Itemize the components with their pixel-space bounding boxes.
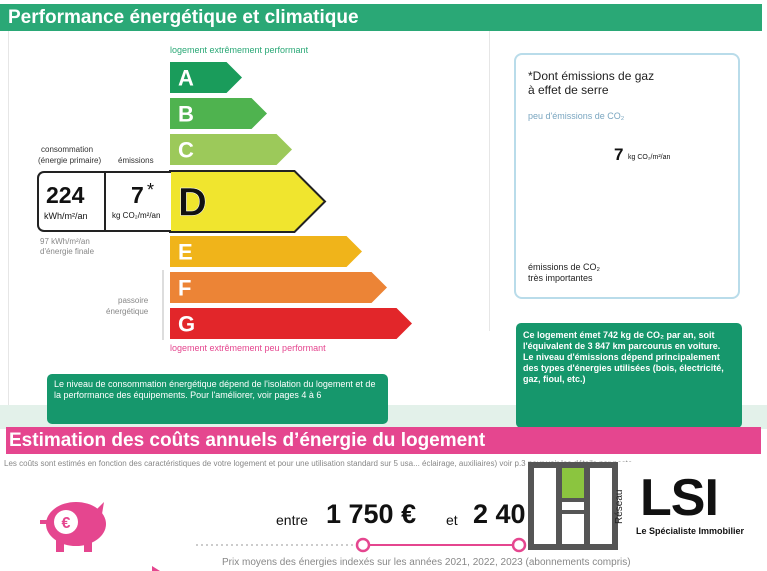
ges-title-line-1: *Dont émissions de gaz bbox=[528, 69, 655, 83]
energy-class-c-arrow bbox=[170, 134, 292, 165]
bottom-performance-label: logement extrêmement peu performant bbox=[170, 343, 326, 353]
costs-description: Les coûts sont estimés en fonction des c… bbox=[4, 459, 635, 468]
costs-section-title: Estimation des coûts annuels d’énergie d… bbox=[6, 427, 761, 454]
energy-class-g-letter: G bbox=[178, 312, 195, 337]
top-performance-label: logement extrêmement performant bbox=[170, 45, 309, 55]
energy-class-e-arrow bbox=[170, 236, 362, 267]
lsi-tagline: Le Spécialiste Immobilier bbox=[636, 526, 745, 536]
consumption-label: consommation bbox=[41, 145, 94, 154]
emission-unit: kg CO₂/m²/an bbox=[112, 211, 161, 220]
ges-unit: kg CO₂/m²/an bbox=[628, 154, 671, 161]
final-energy-value: 97 kWh/m²/an bbox=[40, 237, 90, 246]
ges-info-line-1: Ce logement émet 742 kg de CO₂ par an, s… bbox=[523, 330, 721, 351]
lsi-logo: Réseau LSI Le Spécialiste Immobilier bbox=[528, 462, 754, 550]
average-prices-note: Prix moyens des énergies indexés sur les… bbox=[222, 557, 631, 568]
ges-panel bbox=[514, 53, 740, 299]
energy-class-f-letter: F bbox=[178, 276, 191, 301]
energy-class-d-letter: D bbox=[178, 181, 207, 225]
lsi-reseau-label: Réseau bbox=[614, 489, 625, 524]
energy-class-a-letter: A bbox=[178, 66, 194, 91]
energy-info-bubble: Le niveau de consommation énergétique dé… bbox=[47, 374, 388, 424]
final-energy-label: d'énergie finale bbox=[40, 247, 95, 256]
cost-min-marker bbox=[355, 537, 371, 553]
consumption-value: 224 bbox=[46, 182, 85, 208]
energy-class-b-arrow bbox=[170, 98, 267, 129]
piggy-bank-euro-icon: € bbox=[40, 502, 106, 552]
consumption-unit: kWh/m²/an bbox=[44, 211, 88, 221]
emissions-label: émissions bbox=[118, 156, 154, 165]
svg-text:€: € bbox=[62, 515, 71, 532]
passoire-energetique-label: énergétique bbox=[106, 307, 149, 316]
energy-class-a-arrow bbox=[170, 62, 242, 93]
lsi-wordmark: LSI bbox=[640, 469, 719, 527]
max-cost-value: 2 40 bbox=[473, 499, 526, 529]
ges-info-bubble: Ce logement émet 742 kg de CO₂ par an, s… bbox=[516, 323, 742, 428]
ges-title: *Dont émissions de gaz à effet de serre bbox=[528, 69, 654, 97]
energy-class-b-letter: B bbox=[178, 102, 194, 127]
lsi-logo-mark bbox=[528, 462, 618, 550]
emission-value: 7 bbox=[131, 182, 144, 208]
emission-asterisk: * bbox=[147, 180, 155, 200]
between-label: entre bbox=[276, 512, 308, 528]
energy-class-f-arrow bbox=[170, 272, 387, 303]
energy-class-e-letter: E bbox=[178, 240, 193, 265]
min-cost-value: 1 750 € bbox=[326, 499, 417, 529]
cost-max-marker bbox=[511, 537, 527, 553]
left-edge-line bbox=[8, 31, 9, 411]
energy-class-c-letter: C bbox=[178, 138, 194, 163]
ges-value: 7 bbox=[614, 145, 624, 164]
corner-marker bbox=[152, 566, 160, 571]
ges-bottom-line-2: très importantes bbox=[528, 273, 593, 283]
primary-energy-label: (énergie primaire) bbox=[38, 156, 102, 165]
ges-bottom-label: émissions de CO₂ très importantes bbox=[528, 262, 600, 284]
ges-title-line-2: à effet de serre bbox=[528, 83, 609, 97]
dpe-value-divider bbox=[104, 171, 106, 232]
energy-class-g-arrow bbox=[170, 308, 412, 339]
ges-bottom-line-1: émissions de CO₂ bbox=[528, 262, 601, 272]
energy-section-title: Performance énergétique et climatique bbox=[0, 4, 762, 31]
center-divider bbox=[489, 31, 490, 331]
ges-top-label: peu d'émissions de CO₂ bbox=[528, 111, 625, 121]
passoire-label: passoire bbox=[118, 296, 149, 305]
ges-info-line-2: Le niveau d'émissions dépend principalem… bbox=[523, 352, 724, 384]
and-label: et bbox=[446, 512, 458, 528]
